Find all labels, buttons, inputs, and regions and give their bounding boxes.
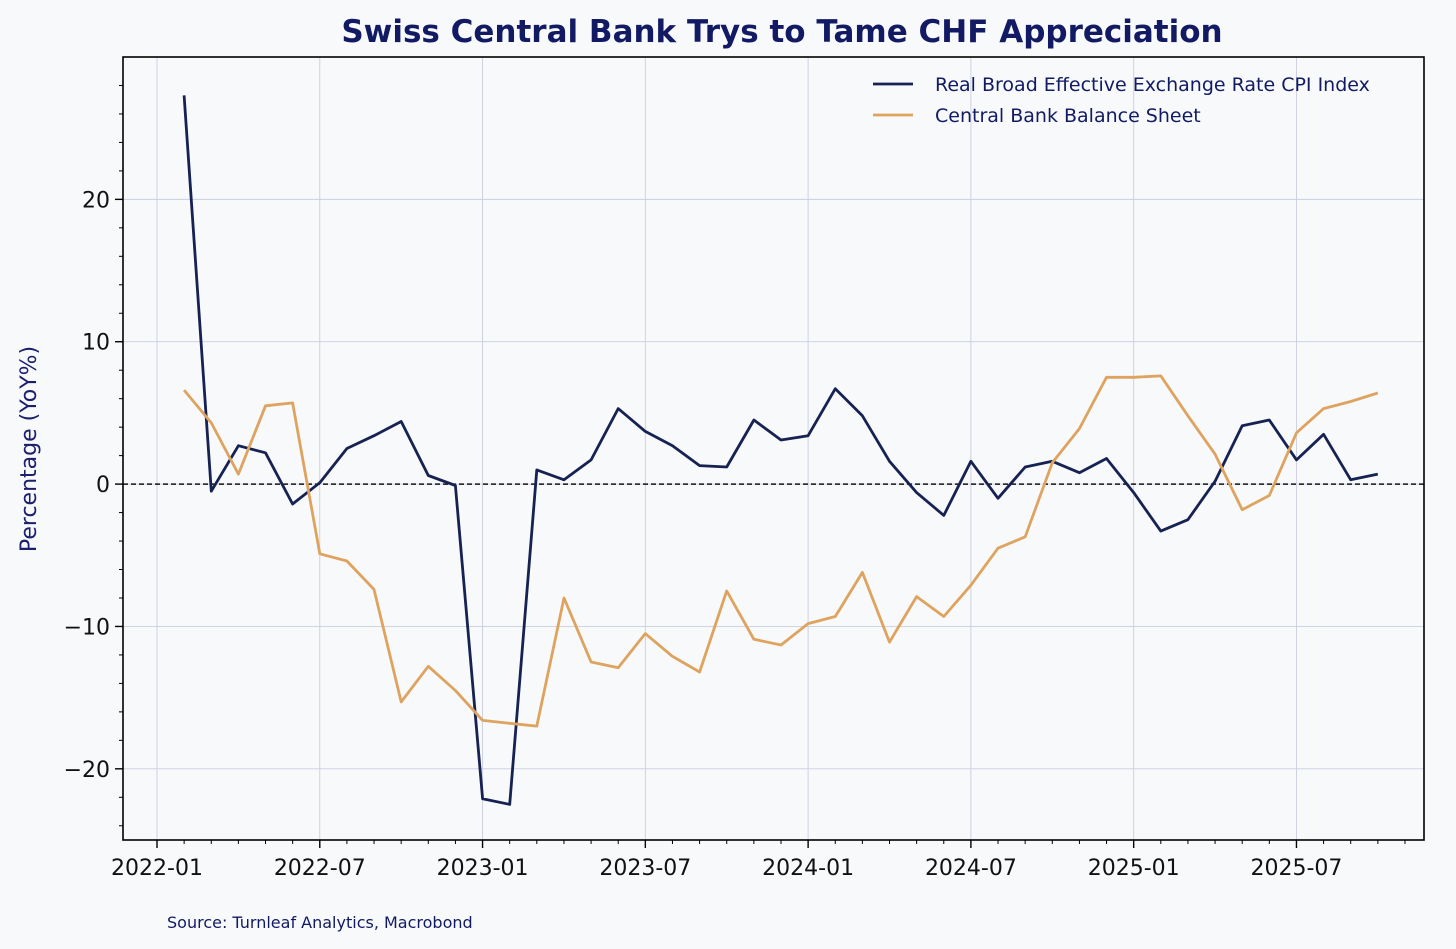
source-note: Source: Turnleaf Analytics, Macrobond — [167, 913, 473, 932]
x-tick-label: 2025-01 — [1088, 856, 1180, 881]
y-tick-label: −20 — [64, 758, 110, 783]
x-tick-label: 2024-01 — [762, 856, 854, 881]
x-tick-label: 2023-01 — [437, 856, 529, 881]
x-tick-label: 2022-07 — [274, 856, 366, 881]
x-tick-label: 2025-07 — [1250, 856, 1342, 881]
series-group — [182, 95, 1379, 806]
y-axis-label: Percentage (YoY%) — [17, 346, 42, 552]
y-tick-label: 10 — [82, 331, 110, 356]
plot-area — [123, 57, 1424, 840]
y-tick-label: 20 — [82, 188, 110, 213]
plot-frame — [122, 56, 1425, 841]
legend-label-exchange-rate: Real Broad Effective Exchange Rate CPI I… — [935, 74, 1370, 96]
series-line-balance-sheet — [183, 374, 1379, 728]
x-tick-label: 2023-07 — [599, 856, 691, 881]
x-axis: 2022-01 2022-07 2023-01 2023-07 2024-01 2024-… — [111, 840, 1406, 881]
chart-title: Swiss Central Bank Trys to Tame CHF Appr… — [341, 14, 1222, 50]
series-line-exchange-rate — [182, 95, 1379, 806]
legend-label-balance-sheet: Central Bank Balance Sheet — [935, 105, 1201, 127]
y-tick-label: 0 — [96, 473, 110, 498]
x-tick-label: 2022-01 — [111, 856, 203, 881]
x-tick-label: 2024-07 — [925, 856, 1017, 881]
legend: Real Broad Effective Exchange Rate CPI I… — [873, 74, 1370, 127]
y-axis: −20 −10 0 10 20 — [64, 84, 123, 827]
y-tick-label: −10 — [64, 615, 110, 640]
